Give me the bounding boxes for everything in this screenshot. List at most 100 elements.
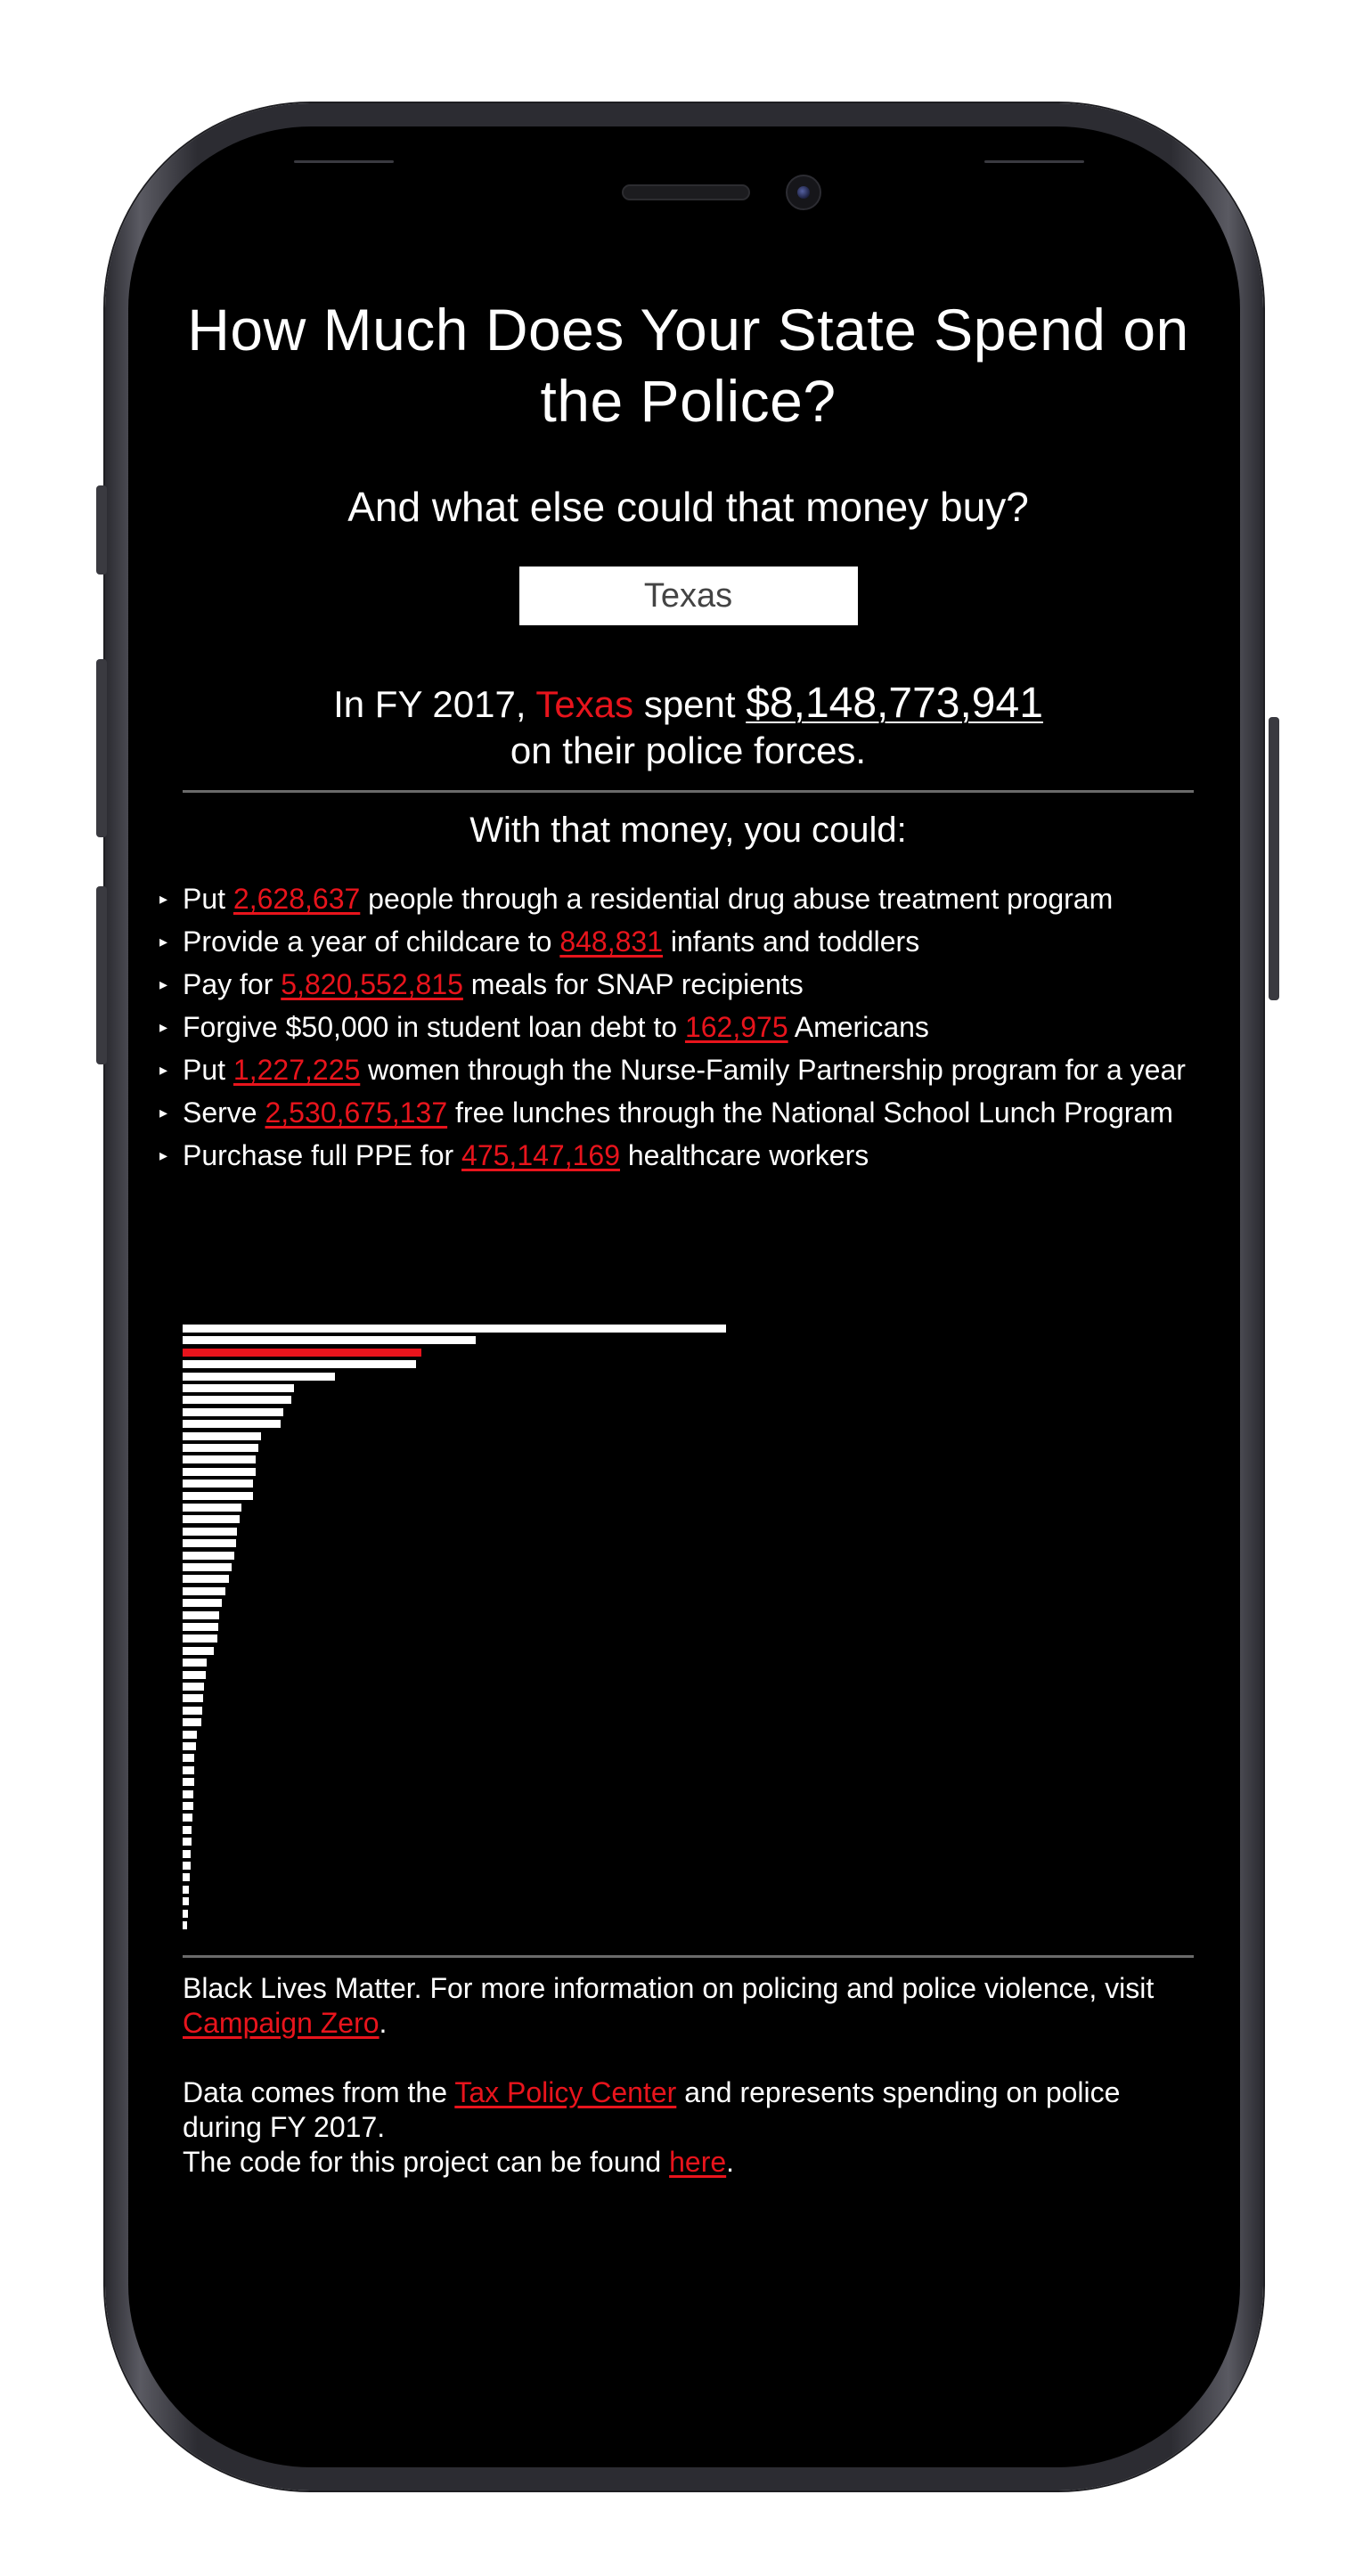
- chart-bar[interactable]: [183, 1873, 190, 1882]
- chart-bar[interactable]: [183, 1897, 189, 1906]
- chart-bar[interactable]: [183, 1610, 220, 1619]
- spending-summary: In FY 2017, Texas spent $8,148,773,941 o…: [183, 681, 1194, 774]
- item-text: Americans: [788, 1011, 929, 1043]
- item-value-link[interactable]: 162,975: [684, 1011, 788, 1043]
- chart-bar[interactable]: [183, 1563, 232, 1571]
- chart-bar[interactable]: [183, 1814, 192, 1822]
- chart-bar[interactable]: [183, 1504, 241, 1512]
- chart-bar[interactable]: [183, 1634, 218, 1643]
- list-item: ▸ Put 2,628,637 people through a resident…: [159, 877, 1194, 920]
- item-text: women through the Nurse-Family Partnersh…: [360, 1054, 1186, 1086]
- chart-bar[interactable]: [183, 1623, 219, 1631]
- chart-bar[interactable]: [183, 1586, 225, 1595]
- chart-bar[interactable]: [183, 1765, 195, 1774]
- chart-bar[interactable]: [183, 1325, 726, 1333]
- footer-code: The code for this project can be found h…: [183, 2145, 1194, 2180]
- item-value-link[interactable]: 2,628,637: [233, 883, 361, 915]
- bullet-icon: ▸: [159, 890, 168, 908]
- volume-down-button: [96, 886, 107, 1064]
- footer-text: The code for this project can be found: [183, 2146, 670, 2178]
- item-value-link[interactable]: 848,831: [559, 925, 663, 958]
- chart-bar[interactable]: [183, 1431, 262, 1440]
- summary-prefix: In FY 2017,: [333, 683, 526, 725]
- page-subtitle: And what else could that money buy?: [347, 484, 1029, 530]
- item-value-link[interactable]: 2,530,675,137: [265, 1096, 448, 1129]
- item-value-link[interactable]: 1,227,225: [233, 1054, 361, 1086]
- chart-bar[interactable]: [183, 1539, 236, 1548]
- campaign-zero-link[interactable]: Campaign Zero: [183, 2007, 380, 2039]
- main-content: How Much Does Your State Spend on the Po…: [159, 294, 1194, 1177]
- footer-data-source: Data comes from the Tax Policy Center an…: [183, 2075, 1194, 2145]
- summary-suffix: on their police forces.: [510, 730, 867, 771]
- chart-bar[interactable]: [183, 1802, 193, 1810]
- item-text: Serve: [183, 1096, 265, 1129]
- chart-bar[interactable]: [183, 1921, 188, 1929]
- chart-bar[interactable]: [183, 1372, 335, 1381]
- chart-bar[interactable]: [183, 1467, 257, 1476]
- chart-bar[interactable]: [183, 1527, 237, 1536]
- chart-bar[interactable]: [183, 1706, 202, 1715]
- chart-bar[interactable]: [183, 1659, 208, 1667]
- chart-bar[interactable]: [183, 1455, 257, 1464]
- bullet-icon: ▸: [159, 1061, 168, 1079]
- chart-bar[interactable]: [183, 1683, 205, 1691]
- chart-bar[interactable]: [183, 1730, 197, 1739]
- chart-bar[interactable]: [183, 1444, 259, 1452]
- chart-bar[interactable]: [183, 1420, 281, 1429]
- item-value-link[interactable]: 5,820,552,815: [281, 968, 463, 1000]
- earpiece-speaker: [622, 184, 750, 200]
- list-item: ▸ Put 1,227,225 women through the Nurse-F…: [159, 1048, 1194, 1091]
- summary-state: Texas: [535, 683, 634, 725]
- chart-bar[interactable]: [183, 1694, 204, 1703]
- chart-bar[interactable]: [183, 1384, 295, 1392]
- chart-bar[interactable]: [183, 1599, 222, 1608]
- footer-divider: [183, 1955, 1194, 1958]
- chart-bar[interactable]: [183, 1360, 417, 1369]
- tax-policy-center-link[interactable]: Tax Policy Center: [454, 2076, 677, 2108]
- chart-bar[interactable]: [183, 1407, 283, 1416]
- chart-bar[interactable]: [183, 1718, 201, 1727]
- chart-bar[interactable]: [183, 1396, 291, 1405]
- chart-bar[interactable]: [183, 1825, 192, 1834]
- section-divider: [183, 790, 1194, 793]
- chart-bar[interactable]: [183, 1515, 241, 1524]
- footer-text: .: [726, 2146, 735, 2178]
- list-item: ▸ Purchase full PPE for 475,147,169 healt…: [159, 1134, 1194, 1177]
- code-here-link[interactable]: here: [669, 2146, 727, 2178]
- chart-bar[interactable]: [183, 1838, 192, 1846]
- chart-bar[interactable]: [183, 1754, 195, 1763]
- top-right-antenna-line: [984, 160, 1084, 163]
- chart-bar[interactable]: [183, 1862, 191, 1870]
- item-text: Put: [183, 883, 233, 915]
- item-text: Pay for: [183, 968, 282, 1000]
- top-left-antenna-line: [294, 160, 394, 163]
- phone-screen: [128, 126, 1240, 2467]
- chart-bar[interactable]: [183, 1491, 254, 1500]
- chart-bar[interactable]: [183, 1909, 189, 1918]
- chart-bar[interactable]: [183, 1336, 477, 1345]
- footer-text: .: [379, 2007, 388, 2039]
- power-button: [1269, 717, 1279, 1000]
- bullet-icon: ▸: [159, 933, 168, 950]
- page-title: How Much Does Your State Spend on the Po…: [187, 297, 1189, 434]
- item-text: people through a residential drug abuse …: [360, 883, 1114, 915]
- item-value-link[interactable]: 475,147,169: [461, 1139, 620, 1171]
- item-text: healthcare workers: [619, 1139, 869, 1171]
- state-spending-bar-chart: [183, 1325, 1194, 1939]
- chart-bar[interactable]: [183, 1646, 215, 1655]
- chart-bar[interactable]: [183, 1575, 229, 1584]
- chart-bar-selected-state[interactable]: [183, 1348, 422, 1357]
- list-item: ▸ Serve 2,530,675,137 free lunches throug…: [159, 1091, 1194, 1134]
- chart-bar[interactable]: [183, 1885, 190, 1894]
- chart-bar[interactable]: [183, 1551, 234, 1560]
- list-item: ▸ Provide a year of childcare to 848,831 …: [159, 920, 1194, 963]
- list-item: ▸ Pay for 5,820,552,815 meals for SNAP re…: [159, 963, 1194, 1006]
- chart-bar[interactable]: [183, 1670, 207, 1679]
- chart-bar[interactable]: [183, 1480, 254, 1488]
- chart-bar[interactable]: [183, 1742, 196, 1750]
- item-text: free lunches through the National School…: [447, 1096, 1173, 1129]
- state-select[interactable]: Texas: [518, 567, 858, 625]
- chart-bar[interactable]: [183, 1849, 192, 1858]
- chart-bar[interactable]: [183, 1778, 194, 1787]
- chart-bar[interactable]: [183, 1789, 194, 1798]
